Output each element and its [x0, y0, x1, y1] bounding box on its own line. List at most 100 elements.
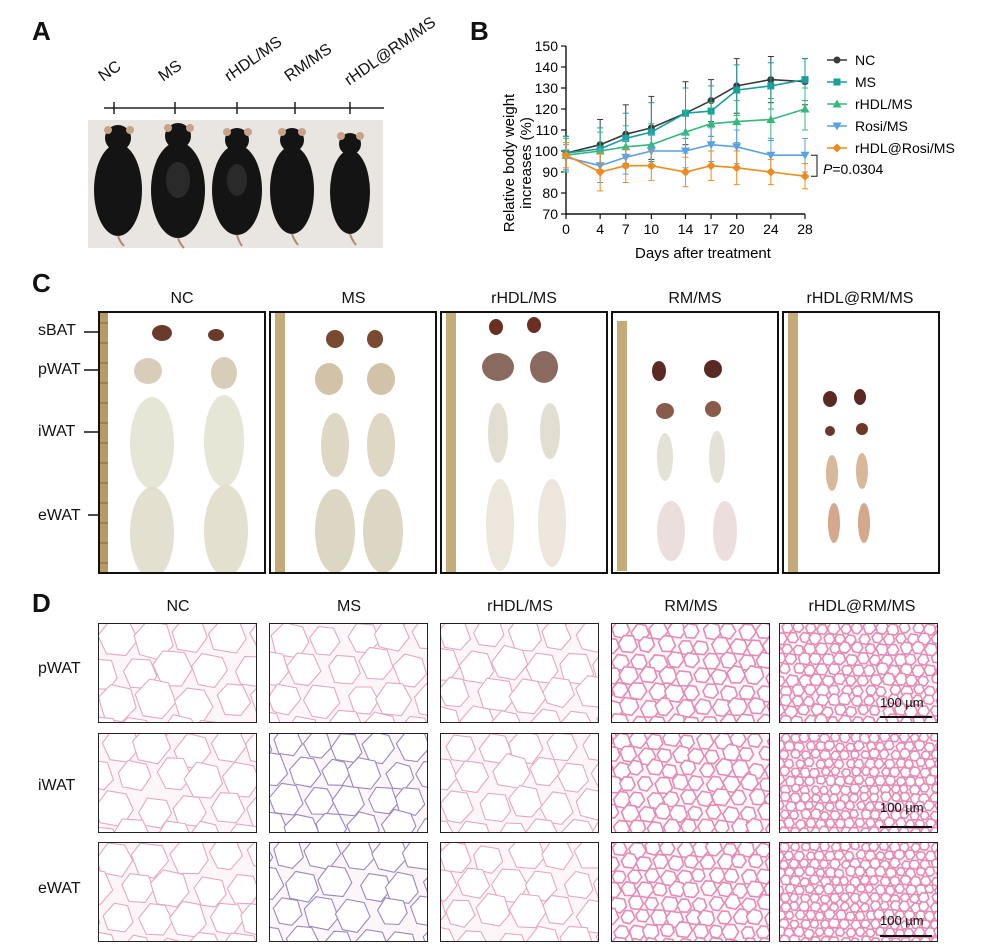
- mouse-photo: [88, 102, 384, 249]
- y-axis-label-line1: Relative body weight: [501, 93, 518, 232]
- data-point: [733, 86, 741, 94]
- panel-c-header-nc: NC: [170, 290, 194, 307]
- x-tick-label: 14: [678, 221, 694, 237]
- data-point: [706, 141, 716, 150]
- panel-d-header-ms: MS: [337, 598, 361, 615]
- legend-marker: [832, 143, 842, 153]
- data-point: [767, 82, 775, 90]
- data-point: [561, 150, 571, 160]
- panel-letter-d: D: [32, 588, 51, 618]
- scalebar-label-iwat: 100 µm: [880, 800, 924, 815]
- legend-label: Rosi/MS: [855, 118, 908, 134]
- panel-d-header-nc: NC: [166, 598, 190, 615]
- tissue-photo-rm-ms: [611, 311, 779, 574]
- legend-marker: [832, 122, 842, 131]
- legend-label: MS: [855, 74, 876, 90]
- x-tick-label: 20: [729, 221, 745, 237]
- x-tick-label: 7: [622, 221, 630, 237]
- histology-tile: [269, 733, 428, 833]
- y-tick-label: 100: [535, 143, 559, 159]
- histology-tile: [779, 623, 938, 723]
- x-tick-label: 17: [703, 221, 719, 237]
- x-axis-label: Days after treatment: [635, 245, 772, 262]
- data-point: [800, 171, 810, 181]
- panel-c-header-rhdl-ms: rHDL/MS: [491, 290, 557, 307]
- panel-d-header-rhdl-ms: rHDL/MS: [487, 598, 553, 615]
- panel-c-header-rm-ms: RM/MS: [668, 290, 722, 307]
- tissue-label-pwat: pWAT: [38, 361, 81, 378]
- y-axis-label-line2: increases (%): [518, 117, 535, 209]
- data-point: [706, 161, 716, 171]
- data-point: [732, 163, 742, 173]
- tissue-label-ewat: eWAT: [38, 507, 81, 524]
- data-point: [595, 167, 605, 177]
- data-point: [732, 117, 742, 126]
- data-point: [800, 104, 810, 113]
- y-tick-label: 120: [535, 101, 559, 117]
- data-point: [766, 151, 776, 160]
- x-tick-label: 10: [644, 221, 660, 237]
- y-tick-label: 90: [542, 164, 558, 180]
- y-tick-label: 150: [535, 38, 559, 54]
- y-tick-label: 70: [542, 206, 558, 222]
- data-point: [800, 151, 810, 160]
- legend-label: rHDL@Rosi/MS: [855, 140, 955, 156]
- panel-d-header-rhdl-rm-ms: rHDL@RM/MS: [808, 598, 916, 615]
- x-tick-label: 24: [763, 221, 779, 237]
- legend-label: NC: [855, 52, 875, 68]
- y-tick-label: 140: [535, 59, 559, 75]
- histology-tile: [440, 842, 599, 942]
- data-point: [681, 167, 690, 177]
- histology-tile: [269, 623, 428, 723]
- significance-bracket: [811, 154, 818, 177]
- x-tick-label: 0: [562, 221, 570, 237]
- scalebar-label-pwat: 100 µm: [880, 695, 924, 710]
- panel-c-header-rhdl-rm-ms: rHDL@RM/MS: [806, 290, 914, 307]
- panel-c-header-ms: MS: [341, 290, 366, 307]
- row-label-pwat: pWAT: [38, 660, 81, 677]
- tissue-photo-rhdl-rm-ms: [782, 311, 940, 574]
- data-point: [621, 161, 631, 171]
- histology-tile: [269, 842, 428, 942]
- tissue-label-iwat: iWAT: [38, 423, 76, 440]
- data-point: [646, 161, 656, 171]
- tissue-photo-nc: [98, 311, 266, 574]
- data-point: [801, 76, 809, 84]
- p-value-text: =0.0304: [832, 161, 883, 177]
- x-tick-label: 28: [797, 221, 813, 237]
- y-tick-label: 110: [536, 122, 559, 138]
- data-point: [766, 167, 776, 177]
- histology-tile: [440, 623, 599, 723]
- histology-tile: [779, 842, 938, 942]
- panel-d-header-rm-ms: RM/MS: [664, 598, 718, 615]
- p-value-italic: P: [823, 161, 833, 177]
- panel-letter-a: A: [32, 16, 51, 46]
- panel-a: NC MS rHDL/MS RM/MS rHDL@RM/MS: [80, 14, 470, 255]
- tissue-photo-ms: [269, 311, 437, 574]
- data-point: [706, 119, 716, 128]
- x-tick-label: 4: [596, 221, 604, 237]
- p-value-annotation: P=0.0304: [823, 161, 884, 177]
- scalebar-label-ewat: 100 µm: [880, 913, 924, 928]
- tissue-label-sbat: sBAT: [38, 322, 76, 339]
- data-point: [766, 115, 776, 123]
- y-tick-label: 130: [535, 80, 559, 96]
- panel-letter-c: C: [32, 268, 51, 298]
- data-point: [681, 147, 690, 156]
- legend-marker: [833, 56, 841, 64]
- histology-tile: [98, 623, 257, 723]
- panel-letter-b: B: [470, 16, 489, 46]
- histology-tile: [98, 733, 257, 833]
- histology-tile: [98, 842, 257, 942]
- row-label-ewat: eWAT: [38, 880, 81, 897]
- row-label-iwat: iWAT: [38, 777, 76, 794]
- tissue-photo-rhdl-ms: [440, 311, 608, 574]
- histology-tile: [611, 733, 770, 833]
- histology-tile: [611, 623, 770, 723]
- legend-marker: [832, 99, 842, 108]
- y-tick-label: 80: [542, 185, 558, 201]
- histology-tile: [611, 842, 770, 942]
- legend-marker: [833, 78, 841, 86]
- legend-label: rHDL/MS: [855, 96, 913, 112]
